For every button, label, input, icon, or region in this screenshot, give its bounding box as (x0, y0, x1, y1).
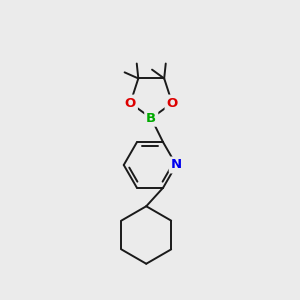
Text: O: O (125, 97, 136, 110)
Text: O: O (167, 97, 178, 110)
Text: B: B (146, 112, 156, 125)
Text: N: N (171, 158, 182, 172)
